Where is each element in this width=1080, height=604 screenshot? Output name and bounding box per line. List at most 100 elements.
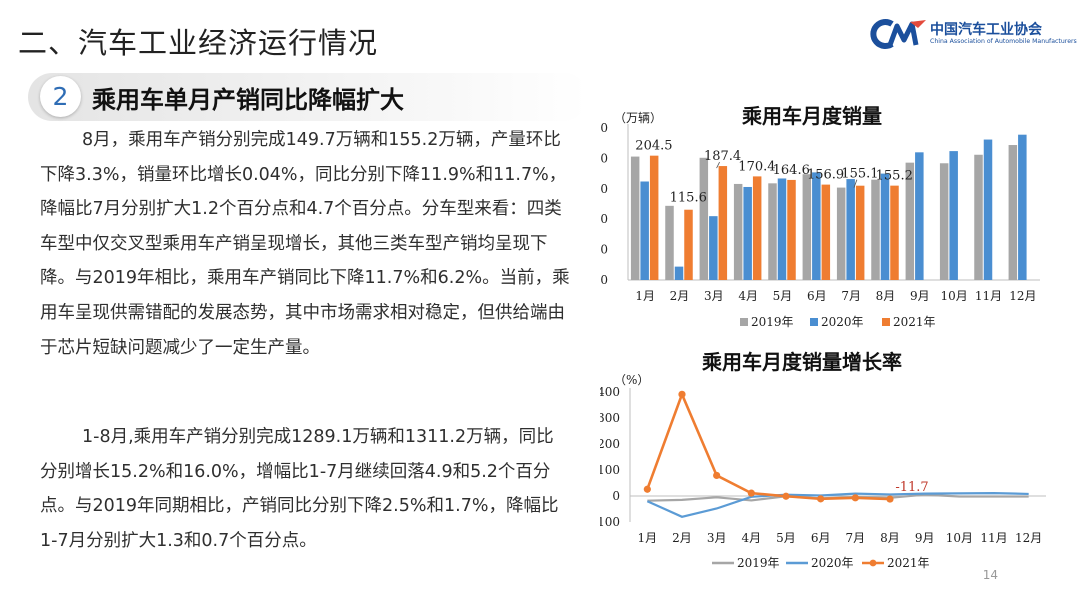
legend-swatch-2019年 xyxy=(740,318,748,326)
line-chart-y-tick: -100 xyxy=(600,515,620,529)
page-title: 二、汽车工业经济运行情况 xyxy=(18,26,379,60)
line-point-2021年-7月 xyxy=(851,494,859,502)
line-chart-x-tick: 7月 xyxy=(846,531,866,545)
bar-2021年-1月 xyxy=(649,155,659,280)
bar-data-label: 170.4 xyxy=(738,159,775,174)
line-point-2021年-5月 xyxy=(782,492,790,500)
line-point-2021年-6月 xyxy=(817,495,825,503)
line-data-label: -11.7 xyxy=(895,480,928,495)
bar-chart-x-tick: 6月 xyxy=(807,289,827,303)
bar-chart-x-tick: 9月 xyxy=(910,289,930,303)
bar-data-label: 155.2 xyxy=(876,169,913,184)
bar-2020年-6月 xyxy=(812,172,821,280)
bar-chart-x-tick: 11月 xyxy=(975,289,1002,303)
bar-chart-x-tick: 10月 xyxy=(941,289,968,303)
bar-2019年-12月 xyxy=(1008,145,1018,280)
paragraph-1-text: 8月，乘用车产销分别完成149.7万辆和155.2万辆，产量环比下降3.3%，销… xyxy=(40,130,570,358)
bar-2020年-9月 xyxy=(915,152,924,280)
legend-swatch-2021年 xyxy=(882,318,890,326)
line-point-2021年-4月 xyxy=(747,489,755,497)
bar-chart-y-tick: 200 xyxy=(600,151,608,165)
bar-data-label: 156.9 xyxy=(807,168,844,183)
bar-chart-x-tick: 3月 xyxy=(704,289,724,303)
bar-chart-y-tick: 100 xyxy=(600,212,608,226)
bar-chart-x-tick: 4月 xyxy=(738,289,758,303)
paragraph-1: 8月，乘用车产销分别完成149.7万辆和155.2万辆，产量环比下降3.3%，销… xyxy=(40,123,570,365)
line-chart-x-tick: 4月 xyxy=(742,531,762,545)
bar-2020年-3月 xyxy=(709,216,718,280)
line-chart-x-tick: 9月 xyxy=(915,531,935,545)
monthly-sales-bar-chart: （万辆） 0 50 100 150 200 250 1月 2月 3月 4月 5月 6月 7月 8月 9月 10月… xyxy=(600,111,1040,329)
caam-logo-icon xyxy=(870,19,926,49)
page-number: 14 xyxy=(982,568,998,582)
line-point-2021年-8月 xyxy=(886,495,894,503)
bar-2021年-3月 xyxy=(718,166,728,280)
paragraph-2: 1-8月,乘用车产销分别完成1289.1万辆和1311.2万辆，同比分别增长15… xyxy=(40,420,570,558)
line-point-2021年-1月 xyxy=(643,485,651,493)
bar-data-label: 164.6 xyxy=(773,163,810,178)
bar-chart-title: 乘用车月度销量 xyxy=(742,104,882,128)
bar-2019年-2月 xyxy=(665,205,674,280)
bar-data-label: 115.6 xyxy=(670,191,707,206)
bar-2019年-8月 xyxy=(871,179,880,280)
bar-2019年-1月 xyxy=(630,156,640,280)
bar-chart-y-tick: 250 xyxy=(600,121,608,135)
bar-2020年-8月 xyxy=(880,173,890,280)
line-point-2021年-3月 xyxy=(713,471,721,480)
bar-data-label: 204.5 xyxy=(635,139,672,154)
bar-chart-y-tick: 150 xyxy=(600,182,608,196)
line-chart-y-tick: 100 xyxy=(600,463,620,477)
section-title: 乘用车单月产销同比降幅扩大 xyxy=(92,86,404,114)
bar-2020年-5月 xyxy=(777,178,787,280)
paragraph-2-text: 1-8月,乘用车产销分别完成1289.1万辆和1311.2万辆，同比分别增长15… xyxy=(40,427,559,551)
line-chart-x-tick: 12月 xyxy=(1015,531,1042,545)
line-chart-y-tick: 400 xyxy=(600,385,620,399)
bar-2020年-1月 xyxy=(640,181,649,280)
legend-label-2019年: 2019年 xyxy=(737,556,780,570)
bar-chart-x-tick: 5月 xyxy=(773,289,793,303)
line-chart-x-tick: 2月 xyxy=(672,531,692,545)
bar-2021年-6月 xyxy=(821,184,831,280)
section-banner xyxy=(28,73,588,121)
bar-2019年-10月 xyxy=(939,163,949,280)
bar-2021年-2月 xyxy=(684,209,693,280)
bar-2021年-5月 xyxy=(787,179,796,280)
legend-label-2020年: 2020年 xyxy=(821,315,864,329)
legend-label-2020年: 2020年 xyxy=(811,556,854,570)
bar-2019年-6月 xyxy=(802,174,812,280)
bar-chart-y-tick: 0 xyxy=(600,273,608,287)
bar-2019年-4月 xyxy=(733,183,743,280)
line-point-2021年-2月 xyxy=(678,390,686,398)
bar-data-label: 187.4 xyxy=(704,149,741,164)
bar-2019年-5月 xyxy=(768,183,777,280)
line-chart-x-tick: 10月 xyxy=(946,531,973,545)
line-chart-y-unit: （%） xyxy=(614,373,649,387)
bar-2020年-10月 xyxy=(949,151,958,280)
logo-name-cn: 中国汽车工业协会 xyxy=(930,22,1042,38)
legend-label-2021年: 2021年 xyxy=(893,315,936,329)
bar-label-leader xyxy=(716,161,720,169)
bar-2021年-4月 xyxy=(752,176,762,280)
bar-chart-y-unit: （万辆） xyxy=(614,111,662,125)
bar-2020年-4月 xyxy=(743,186,752,280)
bar-2019年-3月 xyxy=(699,157,709,280)
bar-2021年-7月 xyxy=(855,185,865,280)
line-series-2020年 xyxy=(646,492,1029,518)
bar-label-leader xyxy=(853,179,858,188)
line-chart-x-tick: 5月 xyxy=(776,531,796,545)
bar-2020年-7月 xyxy=(846,179,855,280)
legend-label-2021年: 2021年 xyxy=(887,556,930,570)
legend-marker-2021年 xyxy=(869,559,877,567)
bar-2020年-2月 xyxy=(674,266,684,280)
legend-swatch-2020年 xyxy=(810,318,818,326)
line-chart-x-tick: 11月 xyxy=(980,531,1007,545)
bar-chart-x-tick: 7月 xyxy=(841,289,861,303)
bar-chart-x-tick: 12月 xyxy=(1009,289,1036,303)
caam-logo: 中国汽车工业协会 China Association of Automobile… xyxy=(870,18,1077,52)
line-chart-x-tick: 8月 xyxy=(880,531,900,545)
bar-2020年-11月 xyxy=(983,139,993,280)
bar-2021年-8月 xyxy=(890,185,899,280)
line-chart-y-tick: 300 xyxy=(600,411,620,425)
line-chart-x-tick: 3月 xyxy=(707,531,727,545)
growth-rate-line-chart: （%） -100 0 100 200 300 400 1月 2月 3月 4月 5月 6月 7月 8月 9月 10… xyxy=(600,373,1046,570)
